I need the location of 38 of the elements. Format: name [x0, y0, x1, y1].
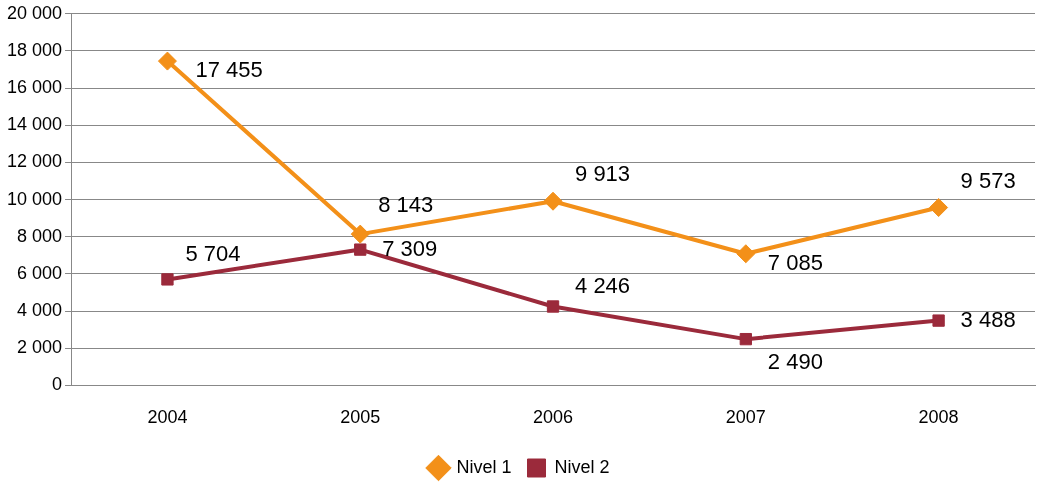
x-tick-label: 2005 [340, 407, 381, 428]
data-label: 7 085 [767, 249, 823, 275]
x-tick-label: 2007 [725, 407, 766, 428]
data-label: 7 309 [382, 235, 438, 261]
legend-label: Nivel 2 [554, 456, 610, 477]
x-tick-label: 2008 [918, 407, 959, 428]
y-tick-label: 12 000 [6, 151, 63, 172]
point [736, 244, 756, 264]
point [350, 224, 370, 244]
point [157, 51, 177, 71]
y-tick-label: 8 000 [17, 225, 63, 246]
y-tick-label: 6 000 [17, 262, 63, 283]
point [739, 332, 752, 346]
point [161, 273, 174, 286]
y-tick-label: 20 000 [6, 2, 63, 23]
data-label: 8 143 [378, 192, 434, 218]
data-label: 5 704 [185, 241, 241, 267]
y-tick-label: 0 [52, 374, 63, 395]
y-tick-label: 10 000 [6, 188, 63, 209]
y-tick-label: 2 000 [17, 337, 63, 358]
data-label: 3 488 [960, 306, 1016, 332]
y-tick-label: 16 000 [6, 77, 63, 98]
y-tick-label: 18 000 [6, 39, 63, 60]
point [543, 191, 563, 211]
data-label: 4 246 [575, 272, 631, 298]
legend-label: Nivel 1 [456, 456, 512, 477]
point [932, 314, 945, 327]
y-tick-label: 4 000 [17, 300, 63, 321]
y-tick-label: 14 000 [6, 114, 63, 135]
data-label: 9 573 [960, 167, 1016, 193]
point [929, 198, 949, 218]
data-label: 2 490 [767, 349, 823, 375]
point [546, 300, 560, 313]
x-tick-label: 2006 [533, 407, 574, 428]
data-label: 9 913 [575, 161, 631, 187]
point [354, 243, 367, 256]
x-tick-label: 2004 [147, 407, 188, 428]
data-label: 17 455 [195, 57, 263, 83]
